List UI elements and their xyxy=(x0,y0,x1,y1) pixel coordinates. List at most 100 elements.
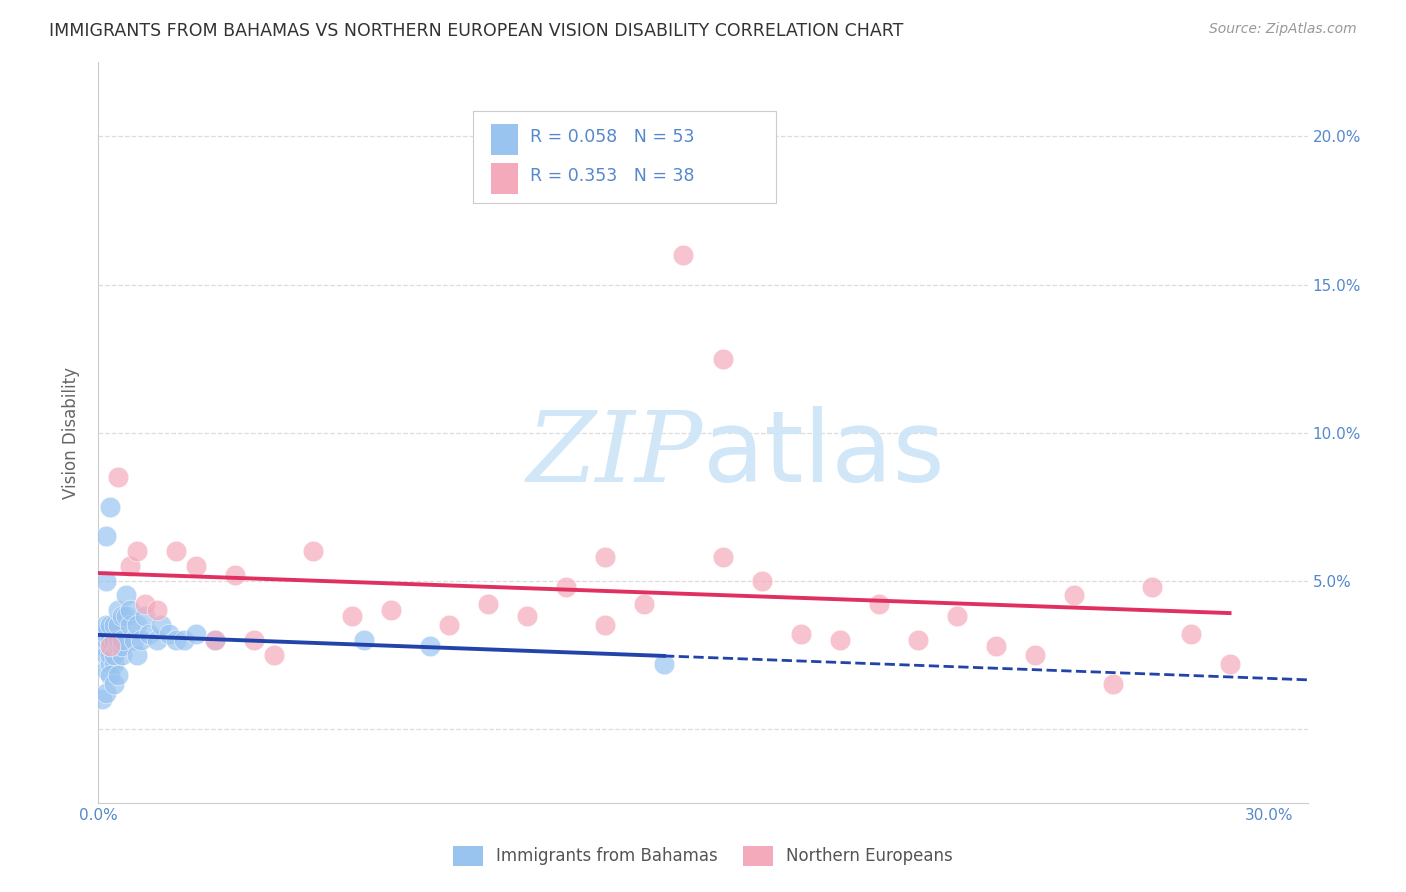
Point xyxy=(516,609,538,624)
Point xyxy=(98,632,121,647)
Point xyxy=(107,470,129,484)
Point xyxy=(96,529,118,543)
Point xyxy=(98,500,121,514)
Point xyxy=(1024,648,1046,662)
Point xyxy=(98,648,121,662)
Point xyxy=(263,648,285,662)
Text: R = 0.058   N = 53: R = 0.058 N = 53 xyxy=(530,128,695,146)
Point xyxy=(96,663,118,677)
Point xyxy=(224,567,246,582)
Point xyxy=(98,668,121,682)
Point xyxy=(96,686,118,700)
Point xyxy=(711,351,734,366)
Point xyxy=(103,618,125,632)
Point xyxy=(595,549,617,564)
Point xyxy=(204,632,226,647)
Point xyxy=(114,609,136,624)
Point xyxy=(103,657,125,671)
Point xyxy=(98,618,121,632)
Point xyxy=(98,657,121,671)
Point xyxy=(672,248,695,262)
Point xyxy=(103,632,125,647)
Point xyxy=(633,598,655,612)
Point xyxy=(134,598,156,612)
Point xyxy=(103,677,125,691)
Point xyxy=(868,598,890,612)
Point xyxy=(96,627,118,641)
Point xyxy=(165,632,187,647)
Point xyxy=(353,632,375,647)
FancyBboxPatch shape xyxy=(474,111,776,203)
Point xyxy=(789,627,811,641)
Point xyxy=(96,618,118,632)
Point xyxy=(380,603,402,617)
Point xyxy=(91,632,114,647)
Point xyxy=(173,632,195,647)
Point xyxy=(652,657,675,671)
Point xyxy=(96,632,118,647)
Point xyxy=(184,558,207,573)
Point xyxy=(118,618,141,632)
Point xyxy=(204,632,226,647)
Text: R = 0.353   N = 38: R = 0.353 N = 38 xyxy=(530,168,695,186)
Point xyxy=(111,639,134,653)
Point xyxy=(184,627,207,641)
Point xyxy=(127,618,149,632)
Point xyxy=(107,603,129,617)
Point xyxy=(91,692,114,706)
Point xyxy=(103,648,125,662)
Point xyxy=(595,618,617,632)
Point xyxy=(127,544,149,558)
Point xyxy=(96,648,118,662)
Point xyxy=(118,558,141,573)
FancyBboxPatch shape xyxy=(492,163,517,194)
Point xyxy=(1219,657,1241,671)
Point xyxy=(122,632,145,647)
Point xyxy=(146,603,169,617)
Point xyxy=(340,609,363,624)
Point xyxy=(828,632,851,647)
Point xyxy=(1063,589,1085,603)
Point xyxy=(157,627,180,641)
Y-axis label: Vision Disability: Vision Disability xyxy=(62,367,80,499)
Point xyxy=(477,598,499,612)
Point xyxy=(111,609,134,624)
Point xyxy=(138,627,160,641)
Point xyxy=(907,632,929,647)
Text: IMMIGRANTS FROM BAHAMAS VS NORTHERN EUROPEAN VISION DISABILITY CORRELATION CHART: IMMIGRANTS FROM BAHAMAS VS NORTHERN EURO… xyxy=(49,22,904,40)
Point xyxy=(131,632,153,647)
Point xyxy=(111,648,134,662)
Point xyxy=(1180,627,1202,641)
Text: ZIP: ZIP xyxy=(527,407,703,502)
Point xyxy=(146,632,169,647)
Point xyxy=(107,668,129,682)
Point xyxy=(107,618,129,632)
Point xyxy=(98,639,121,653)
Point xyxy=(134,609,156,624)
Point xyxy=(555,580,578,594)
Text: Source: ZipAtlas.com: Source: ZipAtlas.com xyxy=(1209,22,1357,37)
Point xyxy=(118,603,141,617)
Point xyxy=(127,648,149,662)
Point xyxy=(984,639,1007,653)
Point xyxy=(1140,580,1163,594)
Point xyxy=(107,632,129,647)
Point xyxy=(302,544,325,558)
Point xyxy=(419,639,441,653)
Legend: Immigrants from Bahamas, Northern Europeans: Immigrants from Bahamas, Northern Europe… xyxy=(446,839,960,872)
Point xyxy=(165,544,187,558)
Point xyxy=(91,639,114,653)
Point xyxy=(439,618,461,632)
Point xyxy=(711,549,734,564)
Point xyxy=(114,589,136,603)
Point xyxy=(91,627,114,641)
Point xyxy=(96,574,118,588)
Point xyxy=(98,639,121,653)
Point xyxy=(243,632,266,647)
Text: atlas: atlas xyxy=(703,407,945,503)
Point xyxy=(107,639,129,653)
Point xyxy=(149,618,172,632)
FancyBboxPatch shape xyxy=(492,124,517,155)
Point xyxy=(111,632,134,647)
Point xyxy=(1101,677,1123,691)
